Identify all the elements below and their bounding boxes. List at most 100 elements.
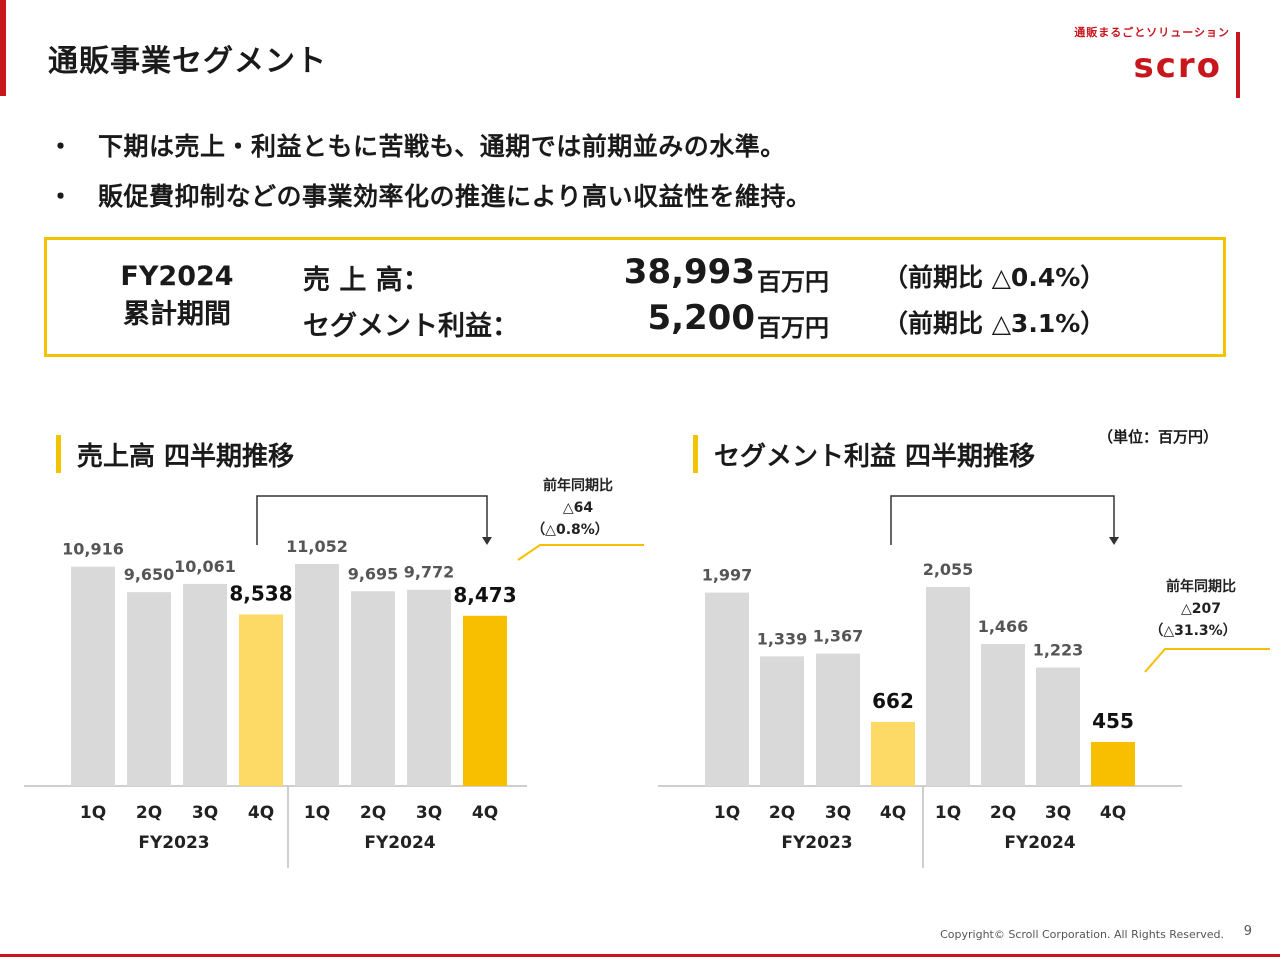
bar-fy2023-4q (871, 721, 915, 786)
summary-row-profit: セグメント利益： 5,200 百万円 （前期比 △3.1%） (303, 298, 1203, 344)
group-label: FY2023 (138, 833, 209, 853)
summary-value: 38,993 (623, 252, 755, 292)
yoy-annotation-diff: △207 (1181, 601, 1221, 617)
page-title: 通販事業セグメント (48, 44, 327, 79)
summary-period: FY2024 累計期間 (109, 258, 245, 334)
bar-fy2023-3q (816, 653, 860, 786)
summary-period-label: 累計期間 (123, 299, 231, 330)
group-label: FY2024 (364, 833, 435, 853)
yoy-annotation-pct: （△31.3%） (1149, 623, 1236, 639)
x-tick-label: 4Q (1100, 803, 1126, 823)
x-tick-label: 2Q (360, 803, 386, 823)
bar-value-label: 8,473 (453, 583, 516, 607)
yoy-annotation-title: 前年同期比 (543, 477, 613, 494)
yoy-annotation-diff: △64 (563, 500, 594, 516)
x-tick-label: 4Q (472, 803, 498, 823)
bar-value-label: 455 (1092, 709, 1134, 733)
bar-value-label: 1,339 (757, 629, 808, 648)
page-number: 9 (1243, 924, 1252, 939)
footer-line (0, 954, 1280, 957)
logo-bar (1236, 32, 1240, 98)
bar-value-label: 10,916 (62, 540, 124, 559)
summary-row-sales: 売 上 高： 38,993 百万円 （前期比 △0.4%） (303, 252, 1203, 298)
bar-fy2023-1q (71, 566, 115, 786)
bar-value-label: 9,695 (348, 564, 399, 583)
bar-value-label: 9,772 (404, 563, 455, 582)
bracket-arrowhead (482, 537, 492, 545)
bar-fy2024-1q (926, 587, 970, 786)
bar-fy2024-2q (351, 591, 395, 786)
bar-value-label: 10,061 (174, 557, 236, 576)
profit-chart-title: セグメント利益 四半期推移 (714, 441, 1036, 472)
summary-period-year: FY2024 (120, 261, 234, 292)
bar-value-label: 1,466 (978, 617, 1029, 636)
bar-value-label: 8,538 (229, 581, 292, 605)
group-label: FY2023 (781, 833, 852, 853)
bar-value-label: 1,367 (813, 627, 864, 646)
bar-fy2023-2q (760, 656, 804, 786)
bar-value-label: 1,223 (1033, 641, 1084, 660)
yoy-annotation-leader (1144, 648, 1270, 673)
yoy-annotation-title: 前年同期比 (1166, 578, 1236, 595)
x-tick-label: 3Q (192, 803, 218, 823)
yoy-annotation-leader (517, 544, 644, 561)
group-label: FY2024 (1004, 833, 1075, 853)
bullet-mark: ・ (48, 132, 74, 161)
bracket-arrowhead (1109, 537, 1119, 545)
sales-chart-title: 売上高 四半期推移 (77, 441, 295, 472)
bullet-mark: ・ (48, 182, 74, 211)
bar-value-label: 2,055 (923, 560, 974, 579)
x-tick-label: 1Q (80, 803, 106, 823)
bar-value-label: 662 (872, 689, 914, 713)
bar-fy2024-2q (981, 644, 1025, 786)
x-tick-label: 3Q (416, 803, 442, 823)
copyright: Copyright© Scroll Corporation. All Right… (940, 928, 1224, 941)
bar-value-label: 1,997 (702, 566, 753, 585)
summary-yoy: （前期比 △0.4%） (883, 263, 1106, 292)
bar-fy2024-4q (463, 615, 507, 786)
bar-fy2023-2q (127, 592, 171, 786)
summary-label: セグメント利益： (303, 311, 519, 342)
logo-tagline: 通販まるごとソリューション (1074, 26, 1230, 39)
bar-value-label: 9,650 (124, 565, 175, 584)
x-tick-label: 2Q (136, 803, 162, 823)
sales-chart-heading: 売上高 四半期推移 (56, 435, 294, 473)
comparison-bracket (256, 495, 488, 545)
bar-fy2023-3q (183, 583, 227, 786)
bar-fy2024-1q (295, 564, 339, 786)
profit-chart-heading: セグメント利益 四半期推移 (693, 435, 1035, 473)
heading-accent (693, 435, 698, 473)
yoy-annotation-pct: （△0.8%） (531, 522, 609, 538)
bullet-text: 下期は売上・利益ともに苦戦も、通期では前期並みの水準。 (98, 132, 786, 161)
summary-unit: 百万円 (757, 268, 829, 296)
bullet-item: ・ 下期は売上・利益ともに苦戦も、通期では前期並みの水準。 (48, 120, 812, 170)
x-tick-label: 3Q (1045, 803, 1071, 823)
summary-value: 5,200 (647, 298, 755, 338)
x-tick-label: 1Q (714, 803, 740, 823)
unit-note: （単位：百万円） (1098, 428, 1219, 446)
bar-fy2024-3q (407, 589, 451, 786)
x-tick-label: 2Q (769, 803, 795, 823)
summary-label: 売 上 高： (303, 265, 430, 296)
x-tick-label: 4Q (880, 803, 906, 823)
left-accent-bar (0, 0, 6, 96)
x-tick-label: 4Q (248, 803, 274, 823)
bar-fy2024-4q (1091, 741, 1135, 786)
x-tick-label: 3Q (825, 803, 851, 823)
summary-box: FY2024 累計期間 売 上 高： 38,993 百万円 （前期比 △0.4%… (44, 237, 1226, 357)
key-points: ・ 下期は売上・利益ともに苦戦も、通期では前期並みの水準。 ・ 販促費抑制などの… (48, 120, 812, 220)
logo-word: scro (1133, 46, 1222, 86)
summary-unit: 百万円 (757, 314, 829, 342)
bullet-item: ・ 販促費抑制などの事業効率化の推進により高い収益性を維持。 (48, 170, 812, 220)
bar-fy2023-1q (705, 592, 749, 786)
scroll-logo: 通販まるごとソリューション scro (1042, 20, 1252, 100)
heading-accent (56, 435, 61, 473)
x-tick-label: 1Q (935, 803, 961, 823)
x-tick-label: 2Q (990, 803, 1016, 823)
x-tick-label: 1Q (304, 803, 330, 823)
bullet-text: 販促費抑制などの事業効率化の推進により高い収益性を維持。 (98, 182, 812, 211)
bar-value-label: 11,052 (286, 537, 348, 556)
summary-yoy: （前期比 △3.1%） (883, 309, 1106, 338)
bar-fy2024-3q (1036, 667, 1080, 786)
